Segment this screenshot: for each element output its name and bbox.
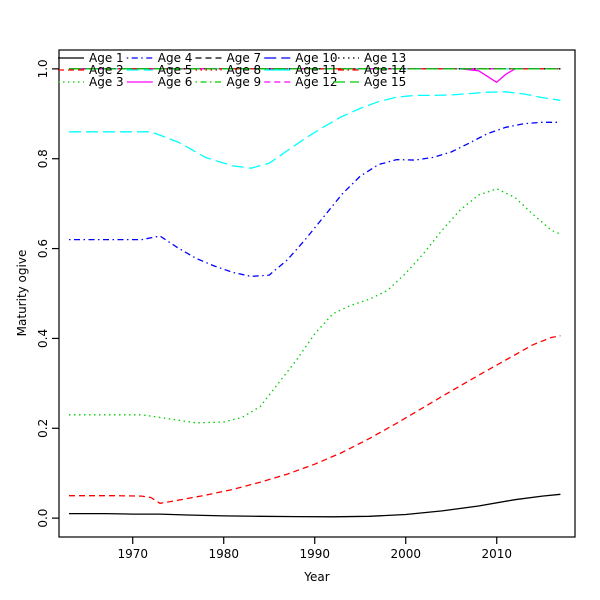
y-tick-label: 0.6 — [36, 239, 50, 258]
legend-item-age-12: Age 12 — [264, 75, 338, 89]
y-tick-label: 0.8 — [36, 149, 50, 168]
legend-item-age-13: Age 13 — [333, 51, 406, 65]
legend-item-age-3: Age 3 — [58, 75, 124, 89]
legend-label-age-3: Age 3 — [89, 75, 124, 89]
legend-label-age-2: Age 2 — [89, 63, 124, 77]
series-layer — [69, 68, 561, 518]
x-tick-label: 2000 — [390, 547, 421, 561]
y-tick-label: 1.0 — [36, 59, 50, 78]
x-tick-label: 1990 — [299, 547, 330, 561]
legend-item-age-14: Age 14 — [333, 63, 406, 77]
legend-label-age-7: Age 7 — [227, 51, 262, 65]
y-axis: 0.0 0.2 0.4 0.6 0.8 1.0 — [36, 59, 59, 528]
y-tick-label: 0.0 — [36, 509, 50, 528]
legend-label-age-9: Age 9 — [227, 75, 262, 89]
legend-label-age-12: Age 12 — [295, 75, 337, 89]
plot-area-border — [58, 49, 576, 538]
legend-label-age-15: Age 15 — [364, 75, 406, 89]
legend-label-age-6: Age 6 — [158, 75, 193, 89]
legend-item-age-7: Age 7 — [195, 51, 262, 65]
legend-label-age-5: Age 5 — [158, 63, 193, 77]
series-line-age-5 — [69, 91, 561, 169]
legend-item-age-1: Age 1 — [58, 51, 124, 65]
series-line-age-2 — [69, 335, 561, 504]
legend-label-age-10: Age 10 — [295, 51, 337, 65]
x-tick-label: 1970 — [117, 547, 148, 561]
y-axis-title: Maturity ogive — [15, 250, 29, 337]
series-line-age-1 — [69, 493, 561, 518]
x-axis: 1970 1980 1990 2000 2010 — [117, 537, 512, 561]
legend-label-age-11: Age 11 — [295, 63, 337, 77]
legend-label-age-4: Age 4 — [158, 51, 193, 65]
x-tick-label: 1980 — [208, 547, 239, 561]
legend-item-age-4: Age 4 — [126, 51, 193, 65]
y-tick-label: 0.2 — [36, 419, 50, 438]
legend-label-age-13: Age 13 — [364, 51, 406, 65]
y-tick-label: 0.4 — [36, 329, 50, 348]
legend-item-age-10: Age 10 — [264, 51, 338, 65]
legend-item-age-5: Age 5 — [126, 63, 193, 77]
legend-item-age-11: Age 11 — [264, 63, 338, 77]
legend-item-age-2: Age 2 — [58, 63, 124, 77]
legend-item-age-15: Age 15 — [333, 75, 406, 89]
legend-item-age-6: Age 6 — [126, 75, 193, 89]
x-axis-title: Year — [303, 570, 329, 584]
legend-label-age-14: Age 14 — [364, 63, 406, 77]
legend-label-age-8: Age 8 — [227, 63, 262, 77]
legend-item-age-8: Age 8 — [195, 63, 262, 77]
series-line-age-4 — [69, 121, 561, 278]
x-tick-label: 2010 — [481, 547, 512, 561]
legend-label-age-1: Age 1 — [89, 51, 124, 65]
legend-item-age-9: Age 9 — [195, 75, 262, 89]
